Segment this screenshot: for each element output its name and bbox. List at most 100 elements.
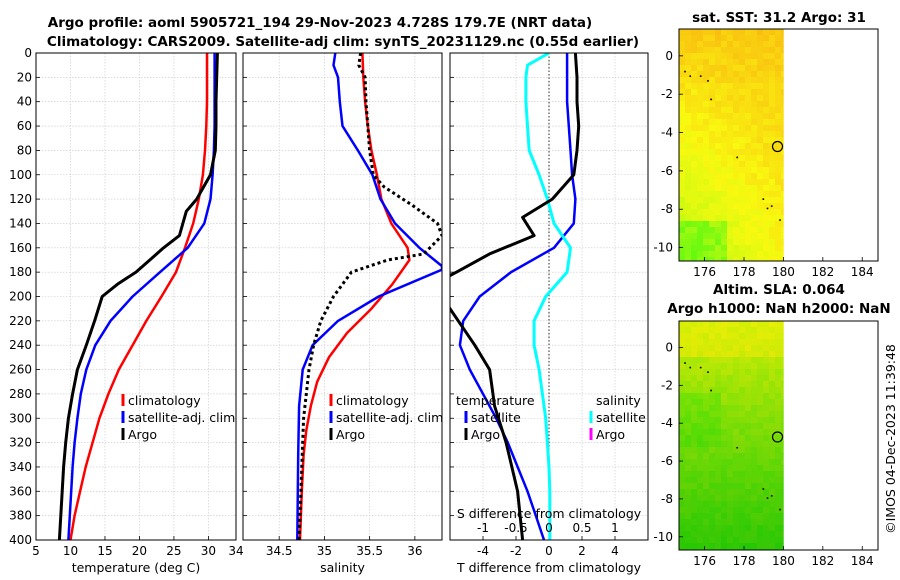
argo-position-marker bbox=[771, 140, 784, 153]
xtick-label: 10 bbox=[63, 544, 78, 558]
x2tick-label: 0.5 bbox=[572, 521, 591, 535]
map-ytick-label: 0 bbox=[665, 49, 673, 63]
island-marker bbox=[762, 198, 765, 200]
ytick-label: 320 bbox=[9, 436, 32, 450]
s-argo-legend-label: Argo bbox=[336, 427, 365, 442]
t-argo-legend-label: Argo bbox=[128, 427, 157, 442]
map-ytick-label: -6 bbox=[661, 164, 673, 178]
ytick-label: 240 bbox=[9, 338, 32, 352]
ytick-label: 180 bbox=[9, 265, 32, 279]
ytick-label: 60 bbox=[17, 119, 32, 133]
x2tick-label: -1 bbox=[477, 521, 489, 535]
ytick-label: 340 bbox=[9, 460, 32, 474]
d-t-satellite-legend-label: satellite bbox=[471, 410, 521, 425]
ytick-label: 280 bbox=[9, 387, 32, 401]
t-satellite-legend-label: satellite-adj. clim bbox=[128, 410, 235, 425]
map-colour-field bbox=[679, 29, 784, 262]
xtick-label: 5 bbox=[32, 544, 40, 558]
island-marker bbox=[689, 75, 692, 77]
legend-temperature-title: temperature bbox=[456, 393, 535, 408]
x2tick-label: -0.5 bbox=[504, 521, 527, 535]
xtick-label: 2 bbox=[578, 544, 586, 558]
series-line-t-satellite bbox=[458, 53, 577, 540]
series-line-argo bbox=[57, 53, 219, 540]
map-xtick-label: 180 bbox=[772, 554, 795, 568]
ytick-label: 360 bbox=[9, 484, 32, 498]
d-s-satellite-legend-label: satellite bbox=[596, 410, 646, 425]
sla-map-title-line2: Argo h1000: NaN h2000: NaN bbox=[667, 301, 890, 317]
map-xtick-label: 182 bbox=[811, 265, 834, 279]
x2-axis-label: S difference from climatology bbox=[457, 506, 642, 521]
map-xtick-label: 178 bbox=[733, 554, 756, 568]
temperature-panel: 0 20 40 60 80 100 120 140 160 180 200 220 240 260 280 3… bbox=[9, 46, 244, 575]
map-frame bbox=[678, 28, 879, 262]
map-xtick-label: 176 bbox=[693, 554, 716, 568]
map-ytick-label: -10 bbox=[653, 530, 673, 544]
x2tick-label: 1 bbox=[611, 521, 619, 535]
series-line-climatology bbox=[69, 53, 209, 540]
ytick-label: 40 bbox=[17, 95, 32, 109]
map-xtick-label: 176 bbox=[693, 265, 716, 279]
island-marker bbox=[770, 495, 773, 497]
xtick-label: 0 bbox=[545, 544, 553, 558]
s-satellite-legend-label: satellite-adj. clim bbox=[336, 410, 443, 425]
ytick-label: 140 bbox=[9, 216, 32, 230]
sla-map-panel: 176 178 180 182 184 0 -2 -4 -6 -8 -10 bbox=[653, 320, 879, 568]
island-marker bbox=[779, 219, 781, 221]
ytick-label: 260 bbox=[9, 363, 32, 377]
t-climatology-legend-label: climatology bbox=[128, 393, 201, 408]
xtick-label: 35 bbox=[317, 544, 332, 558]
map-ytick-label: -10 bbox=[653, 241, 673, 255]
island-marker bbox=[736, 446, 739, 449]
imos-timestamp: ©IMOS 04-Dec-2023 11:39:48 bbox=[883, 344, 898, 534]
xtick-label: 30 bbox=[201, 544, 216, 558]
salinity-panel: 34.5 35 35.5 36 salinity climatology satellite… bbox=[242, 52, 443, 575]
map-xtick-label: 180 bbox=[772, 265, 795, 279]
series-line-argo bbox=[297, 53, 442, 540]
island-marker bbox=[684, 362, 686, 364]
island-marker bbox=[766, 207, 769, 210]
island-marker bbox=[699, 366, 702, 369]
island-marker bbox=[689, 366, 692, 369]
island-marker bbox=[762, 488, 765, 490]
ytick-label: 300 bbox=[9, 411, 32, 425]
xtick-label: 20 bbox=[132, 544, 147, 558]
island-marker bbox=[710, 389, 712, 392]
xtick-label: 25 bbox=[166, 544, 181, 558]
x2tick-label: 0 bbox=[545, 521, 553, 535]
ytick-label: 400 bbox=[9, 533, 32, 547]
map-ytick-label: -4 bbox=[661, 416, 673, 430]
xtick-label: 15 bbox=[97, 544, 112, 558]
ytick-label: 80 bbox=[17, 143, 32, 157]
ytick-label: 120 bbox=[9, 192, 32, 206]
argo-position-marker bbox=[771, 431, 784, 443]
d-t-argo-legend-label: Argo bbox=[471, 427, 500, 442]
map-ytick-label: -4 bbox=[661, 126, 673, 140]
series-line-satellite-adj-clim bbox=[296, 53, 442, 540]
island-marker bbox=[736, 156, 739, 159]
map-ytick-label: -6 bbox=[661, 454, 673, 468]
figure-title-line1: Argo profile: aoml 5905721_194 29-Nov-20… bbox=[48, 15, 592, 31]
map-ytick-label: -2 bbox=[661, 87, 673, 101]
legend-salinity-title: salinity bbox=[596, 393, 641, 408]
map-xtick-label: 184 bbox=[851, 265, 874, 279]
xtick-label: 4 bbox=[611, 544, 619, 558]
sla-map-title-line1: Altim. SLA: 0.064 bbox=[713, 282, 845, 298]
ytick-label: 380 bbox=[9, 509, 32, 523]
axes-frame bbox=[242, 52, 443, 541]
map-xtick-label: 182 bbox=[811, 554, 834, 568]
island-marker bbox=[684, 70, 686, 73]
ytick-label: 100 bbox=[9, 168, 32, 182]
difference-panel: -4 -2 0 2 4 T difference from climatology -1 -0… bbox=[449, 52, 649, 575]
ytick-label: 200 bbox=[9, 290, 32, 304]
map-ytick-label: -2 bbox=[661, 378, 673, 392]
map-colour-field bbox=[679, 321, 784, 551]
xtick-label: 34 bbox=[228, 544, 243, 558]
map-xtick-label: 184 bbox=[851, 554, 874, 568]
ytick-label: 220 bbox=[9, 314, 32, 328]
island-marker bbox=[779, 508, 781, 511]
xtick-label: -4 bbox=[477, 544, 489, 558]
xtick-label: -2 bbox=[510, 544, 522, 558]
figure-title-line2: Climatology: CARS2009. Satellite-adj cli… bbox=[47, 34, 639, 50]
